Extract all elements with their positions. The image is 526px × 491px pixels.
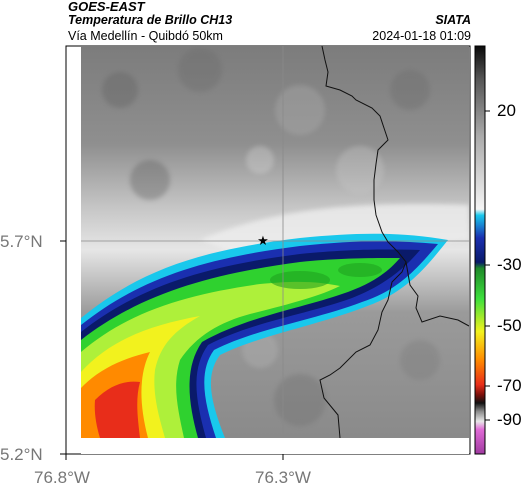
satellite-title: GOES-EAST — [68, 0, 145, 14]
agency-label: SIATA — [435, 13, 471, 27]
colorbar-tick-label: -70 — [497, 376, 522, 395]
map-bottom-margin — [81, 438, 469, 454]
colorbar-tick-label: -30 — [497, 255, 522, 274]
lat-label-upper: 5.7°N — [0, 232, 43, 251]
product-title: Temperatura de Brillo CH13 — [68, 13, 233, 27]
lon-label-left: 76.8°W — [34, 468, 90, 487]
timestamp-label: 2024-01-18 01:09 — [372, 29, 471, 43]
colorbar-tick-label: -90 — [497, 410, 522, 429]
lat-label-lower: 5.2°N — [0, 445, 43, 464]
star-icon: ★ — [257, 234, 269, 249]
cold-cloud-plume — [81, 233, 448, 438]
political-boundaries — [319, 46, 469, 438]
texture — [102, 48, 440, 426]
lon-label-center: 76.3°W — [255, 468, 311, 487]
colorbar-tick-label: 20 — [497, 101, 516, 120]
colorbar-tick-label: -50 — [497, 316, 522, 335]
colorbar — [474, 45, 490, 455]
imagery-layer — [81, 46, 469, 438]
region-subtitle: Vía Medellín - Quibdó 50km — [68, 29, 223, 43]
